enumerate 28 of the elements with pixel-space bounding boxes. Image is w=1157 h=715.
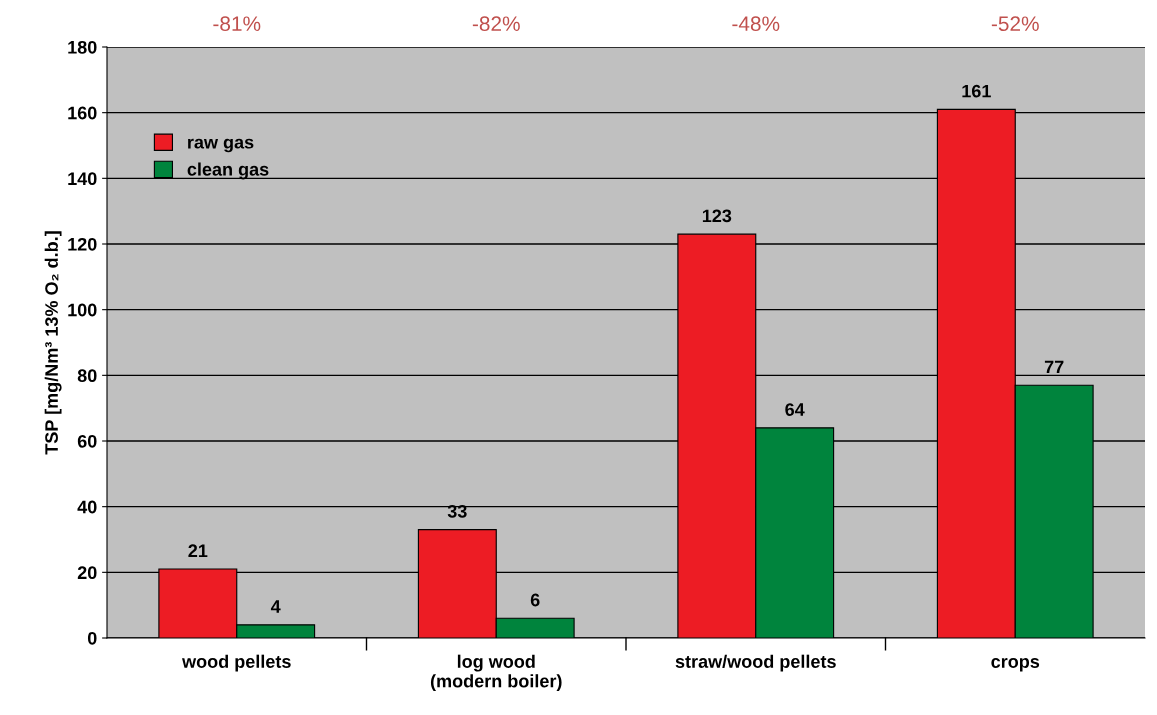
x-tick-label: wood pellets [182,654,291,672]
legend-label: clean gas [187,162,269,180]
y-tick-label: 140 [68,172,97,186]
data-label: 161 [962,84,991,98]
x-tick-label: log wood (modern boiler) [430,654,562,692]
data-label: 4 [270,600,281,613]
y-tick-label: 100 [68,303,97,317]
legend-label: raw gas [188,138,254,153]
data-label: 123 [702,209,732,223]
y-tick-label: 40 [77,500,97,514]
text: -52% [991,16,1039,32]
data-label: 64 [785,403,805,416]
y-tick-label: 60 [77,434,97,448]
y-tick-label: 180 [68,40,97,54]
x-tick-label: straw/wood pellets [675,654,836,672]
text: -48% [732,16,780,32]
text: -82% [472,16,520,32]
data-label: 77 [1044,360,1064,374]
y-tick-label: 160 [68,106,97,120]
data-label: 21 [188,544,208,557]
y-tick-label: 120 [68,237,97,251]
y-tick-label: 20 [77,566,97,580]
x-tick-label: crops [991,658,1040,672]
data-label: 6 [530,593,540,607]
text: -81% [213,16,261,32]
y-tick-label: 80 [77,369,97,383]
y-axis-title: TSP [mg/Nm³ 13% O₂ d.b.] [44,231,62,455]
y-tick-label: 0 [87,631,97,645]
